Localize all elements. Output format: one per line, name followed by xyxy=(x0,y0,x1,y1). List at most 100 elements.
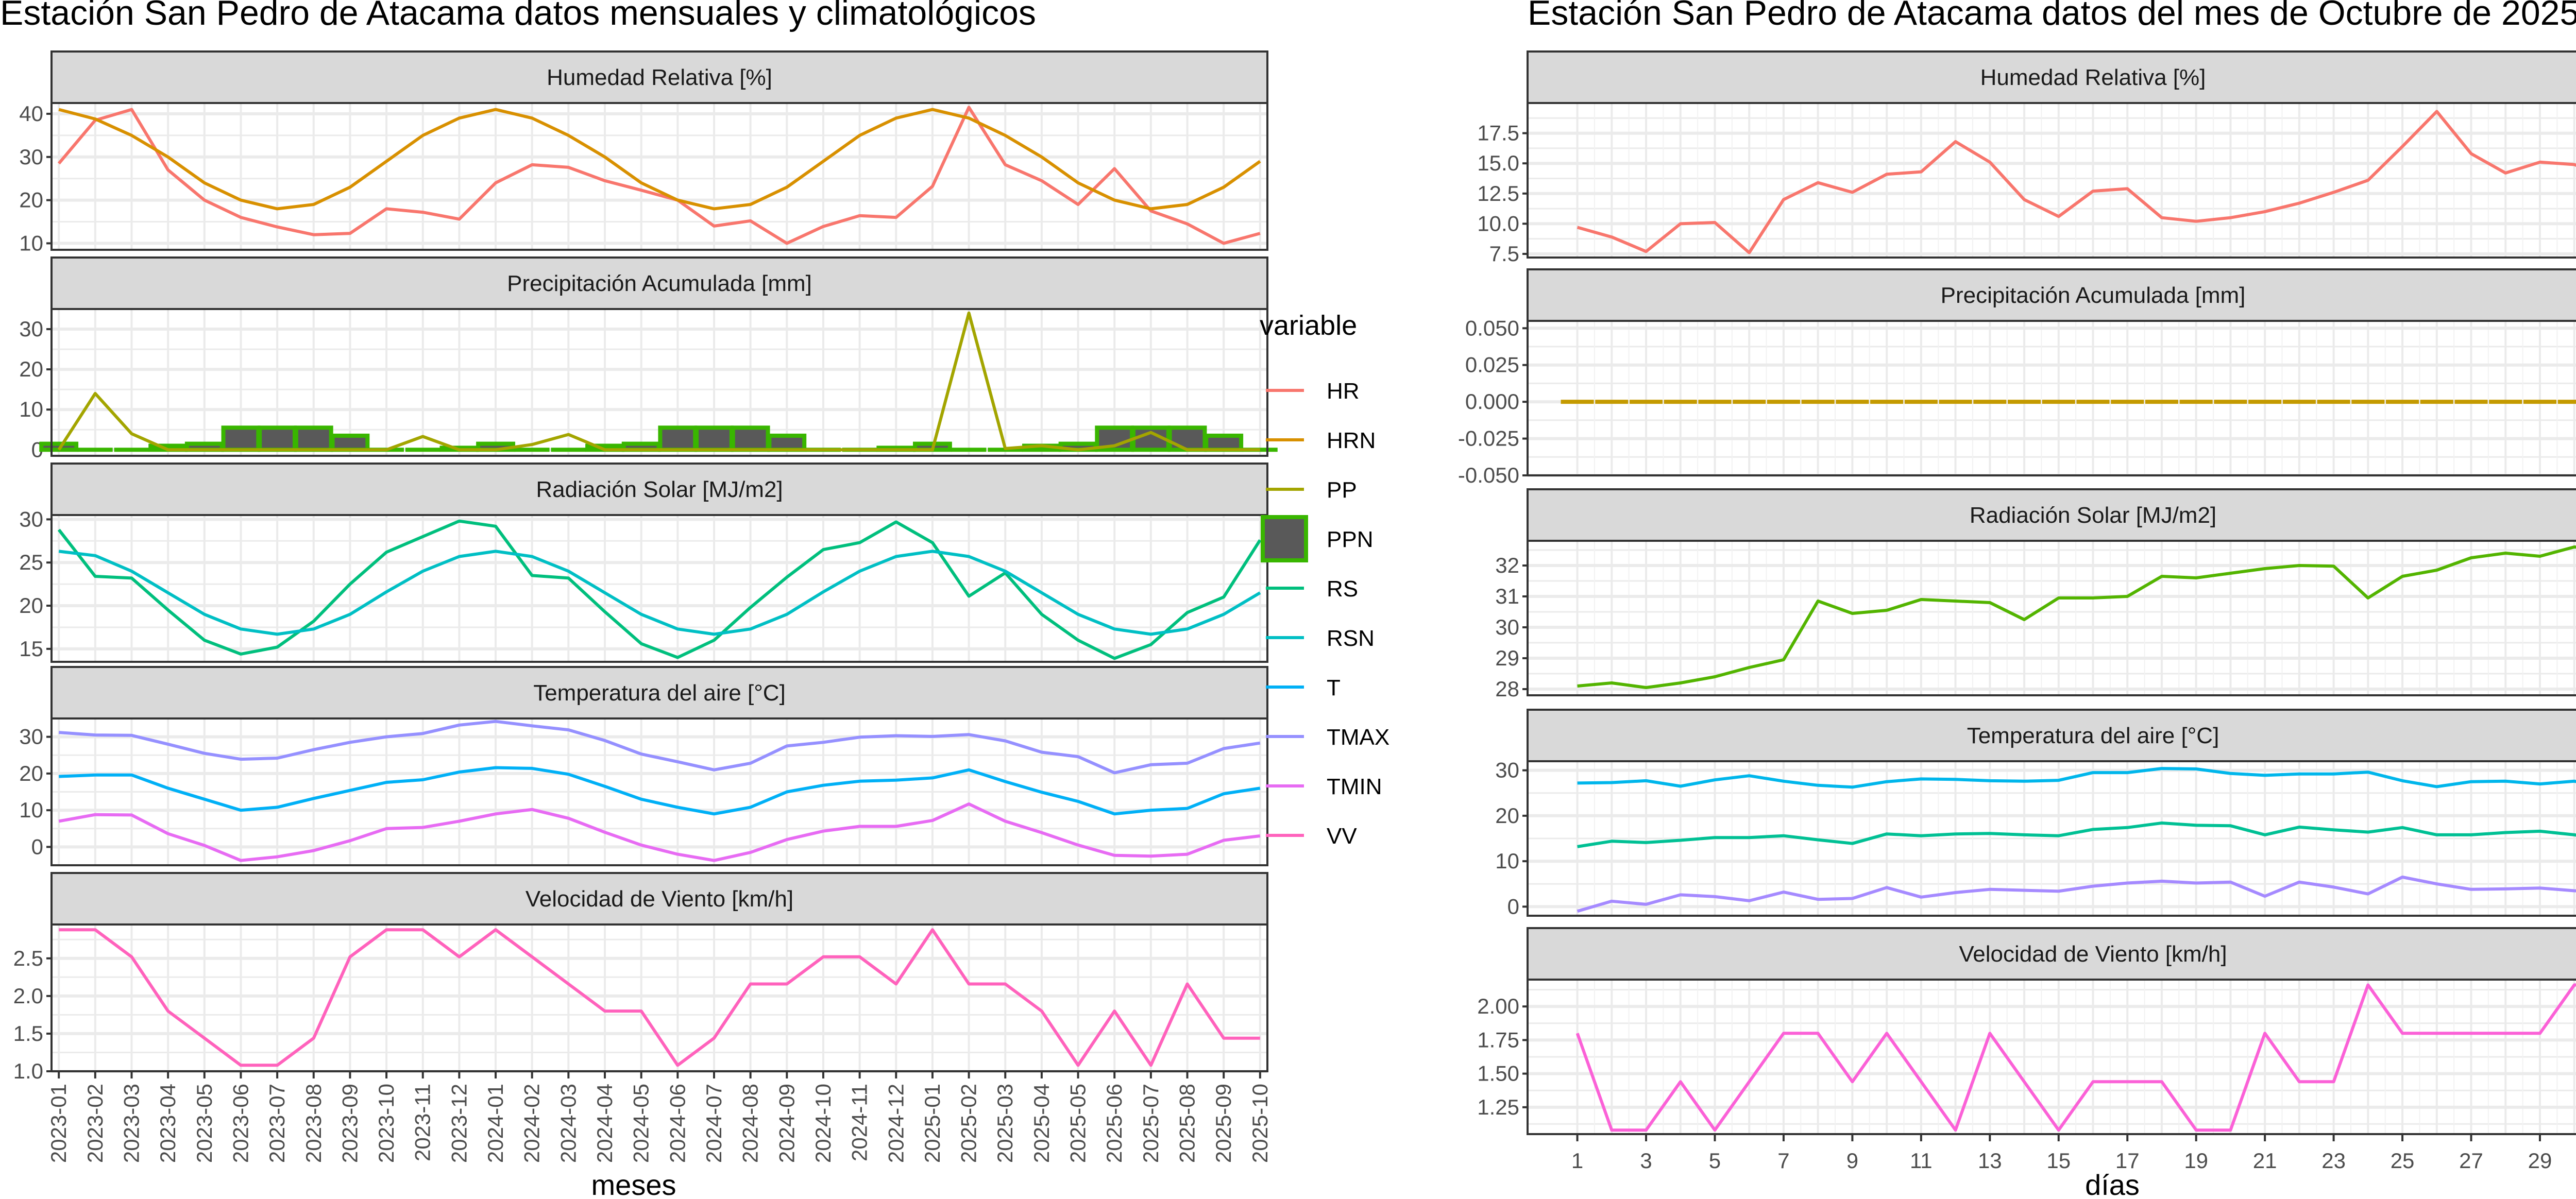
series-line-tmin xyxy=(58,802,1261,862)
panel-border xyxy=(50,717,1268,866)
y-tick-label: 1.25 xyxy=(1477,1095,1519,1119)
series-line-hr xyxy=(1577,110,2576,254)
series-line-vv xyxy=(1575,983,2576,1132)
y-tick-label: 10 xyxy=(19,397,43,421)
x-tick-label: 2025-03 xyxy=(993,1084,1017,1163)
precip-bar xyxy=(658,425,698,452)
legend-label: VV xyxy=(1327,824,1357,849)
x-tick-label: 1 xyxy=(1571,1149,1583,1173)
series-line-tmax xyxy=(1577,767,2576,789)
x-tick-label: 2023-01 xyxy=(46,1084,71,1163)
facet-strip-label: Humedad Relativa [%] xyxy=(1980,65,2206,90)
panel-border xyxy=(50,308,1268,457)
panel-border xyxy=(50,102,1268,251)
series-line-t xyxy=(59,766,1261,816)
chart-title-october: Estación San Pedro de Atacama datos del … xyxy=(1528,0,2576,32)
x-tick-label: 2025-09 xyxy=(1211,1084,1235,1163)
legend-item-tmax: TMAX xyxy=(1266,725,1389,750)
y-tick-label: 17.5 xyxy=(1477,121,1519,145)
facet-strip-label: Precipitación Acumulada [mm] xyxy=(1941,283,2246,308)
precip-bar xyxy=(39,441,79,452)
x-tick-label: 2023-03 xyxy=(119,1084,143,1163)
legend-label: PP xyxy=(1327,477,1357,503)
precip-bar xyxy=(731,425,770,452)
plot-background xyxy=(52,103,1267,250)
legend-label: HRN xyxy=(1327,428,1376,453)
legend-item-t: T xyxy=(1266,675,1341,700)
y-tick-label: -0.025 xyxy=(1458,426,1519,451)
y-tick-label: 2.00 xyxy=(1477,994,1519,1018)
y-tick-label: 32 xyxy=(1495,553,1519,577)
x-tick-label: 2023-05 xyxy=(192,1084,216,1163)
facet-strip xyxy=(50,872,1268,926)
y-tick-label: 20 xyxy=(19,761,43,785)
facet-panel: Velocidad de Viento [km/h] 1.0 1.5 2.0 2.5 20… xyxy=(13,872,1272,1163)
facet-strip-label: Radiación Solar [MJ/m2] xyxy=(536,477,783,502)
y-tick-label: 1.5 xyxy=(13,1021,43,1046)
plot-background xyxy=(1528,103,2576,258)
x-tick-label: 13 xyxy=(1978,1149,2002,1173)
y-tick-label: 20 xyxy=(19,357,43,381)
x-axis-title-monthly: meses xyxy=(591,1169,676,1199)
x-tick-label: 23 xyxy=(2321,1149,2346,1173)
facet-strip-label: Precipitación Acumulada [mm] xyxy=(507,271,812,296)
plot-background xyxy=(1528,321,2576,475)
x-tick-label: 2023-12 xyxy=(447,1084,471,1163)
y-tick-label: 29 xyxy=(1495,646,1519,670)
x-tick-label: 2023-04 xyxy=(156,1084,180,1163)
facet-strip xyxy=(50,256,1268,310)
y-tick-label: 30 xyxy=(1495,758,1519,782)
x-tick-label: 2023-07 xyxy=(265,1084,289,1163)
y-tick-label: 10 xyxy=(19,231,43,255)
x-tick-label: 25 xyxy=(2391,1149,2415,1173)
legend-item-tmin: TMIN xyxy=(1266,774,1382,799)
panel-border xyxy=(1527,979,2576,1135)
y-tick-label: 12.5 xyxy=(1477,181,1519,205)
panel-border xyxy=(1527,760,2576,917)
facet-strip xyxy=(50,50,1268,104)
panel-border xyxy=(1527,320,2576,476)
precip-bar xyxy=(258,425,297,452)
y-tick-label: 25 xyxy=(19,550,43,574)
x-tick-label: 2024-04 xyxy=(592,1084,617,1163)
x-tick-label: 2025-06 xyxy=(1102,1084,1126,1163)
precip-bar xyxy=(767,433,807,452)
facet-panel: Temperatura del aire [°C] 0 10 20 30 xyxy=(1495,709,2576,918)
y-tick-label: 15 xyxy=(19,637,43,661)
y-tick-label: 1.50 xyxy=(1477,1061,1519,1086)
x-tick-label: 21 xyxy=(2253,1149,2277,1173)
x-tick-label: 2023-02 xyxy=(83,1084,107,1163)
series-line-rs xyxy=(1577,545,2576,689)
facet-strip xyxy=(50,463,1268,516)
facet-strip xyxy=(1527,488,2576,542)
x-tick-label: 29 xyxy=(2528,1149,2552,1173)
precip-bar xyxy=(1167,425,1207,452)
legend-title: variable xyxy=(1260,310,1357,341)
legend-item-hrn: HRN xyxy=(1266,428,1376,453)
october-chart: Humedad Relativa [%] 7.5 10.0 12.5 15.0 17.5 P… xyxy=(1458,50,2576,1173)
facet-strip-label: Temperatura del aire [°C] xyxy=(1967,723,2219,748)
legend: variable HR HRN PP PPN RS RSN T TMAX TMIN VV xyxy=(1260,310,1389,849)
x-tick-label: 2023-09 xyxy=(337,1084,362,1163)
x-tick-label: 2024-09 xyxy=(774,1084,799,1163)
x-tick-label: 2025-08 xyxy=(1175,1084,1199,1163)
x-tick-label: 2025-05 xyxy=(1066,1084,1090,1163)
y-tick-label: 40 xyxy=(19,101,43,126)
y-tick-label: 10.0 xyxy=(1477,211,1519,235)
chart-title-monthly: Estación San Pedro de Atacama datos mens… xyxy=(0,0,1036,32)
x-tick-label: 2025-02 xyxy=(957,1084,981,1163)
y-tick-label: -0.050 xyxy=(1458,463,1519,487)
x-tick-label: 2024-07 xyxy=(702,1084,726,1163)
x-tick-label: 2024-02 xyxy=(520,1084,544,1163)
x-tick-label: 2023-10 xyxy=(374,1084,398,1163)
y-tick-label: 10 xyxy=(19,798,43,822)
legend-label: TMIN xyxy=(1327,774,1382,799)
series-line-hr xyxy=(57,106,1261,245)
monthly-chart: Humedad Relativa [%] 10 20 30 40 Precipitació… xyxy=(13,50,1389,1163)
y-tick-label: 15.0 xyxy=(1477,151,1519,175)
y-tick-label: 28 xyxy=(1495,677,1519,701)
x-axis-title-october: días xyxy=(2085,1169,2140,1199)
facet-strip-label: Velocidad de Viento [km/h] xyxy=(1959,941,2227,967)
x-tick-label: 2025-04 xyxy=(1029,1084,1054,1163)
